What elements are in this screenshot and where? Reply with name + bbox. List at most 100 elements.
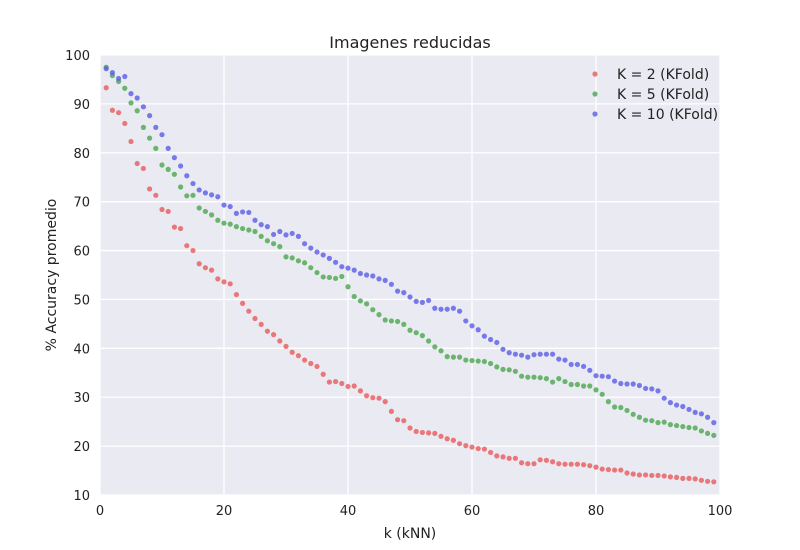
data-point: [184, 173, 190, 179]
data-point: [233, 210, 239, 216]
data-point: [376, 395, 382, 401]
data-point: [240, 209, 246, 215]
data-point: [463, 443, 469, 449]
data-point: [562, 378, 568, 385]
data-point: [537, 375, 543, 381]
data-point: [134, 160, 140, 167]
data-point: [469, 444, 475, 450]
data-point: [550, 379, 556, 385]
data-point: [264, 224, 270, 230]
data-point: [494, 364, 500, 370]
x-tick-label: 20: [216, 504, 233, 519]
data-point: [258, 321, 264, 327]
data-point: [574, 361, 581, 368]
data-point: [494, 339, 500, 346]
data-point: [302, 241, 308, 247]
data-point: [357, 298, 363, 304]
data-point: [252, 217, 258, 223]
data-point: [593, 387, 599, 393]
data-point: [357, 388, 363, 394]
data-point: [221, 279, 227, 285]
y-tick-label: 60: [73, 245, 90, 260]
data-point: [233, 224, 239, 230]
data-point: [159, 162, 165, 168]
data-point: [326, 379, 332, 385]
data-point: [171, 155, 177, 161]
data-point: [221, 220, 227, 226]
data-point: [562, 461, 568, 467]
data-point: [537, 351, 543, 357]
data-point: [587, 463, 593, 469]
data-point: [705, 478, 711, 484]
data-point: [165, 208, 171, 215]
data-point: [543, 351, 550, 357]
data-point: [624, 470, 630, 476]
data-point: [184, 243, 190, 249]
data-point: [413, 428, 419, 435]
legend-marker: [592, 91, 598, 97]
data-point: [128, 100, 134, 106]
data-point: [401, 418, 407, 424]
data-point: [450, 354, 456, 360]
data-point: [395, 288, 401, 294]
data-point: [295, 233, 301, 239]
data-point: [525, 461, 531, 467]
data-point: [258, 222, 264, 228]
data-point: [171, 171, 177, 177]
data-point: [581, 462, 587, 468]
data-point: [264, 328, 270, 334]
data-point: [382, 317, 388, 323]
data-point: [432, 344, 438, 350]
data-point: [233, 291, 239, 298]
x-axis-label: k (kNN): [384, 526, 437, 542]
data-point: [581, 363, 587, 370]
data-point: [630, 411, 636, 417]
data-point: [289, 255, 295, 261]
data-point: [481, 358, 487, 365]
data-point: [388, 408, 394, 414]
y-axis-label: % Accuracy promedio: [44, 199, 60, 352]
data-point: [171, 224, 177, 230]
data-point: [674, 474, 680, 480]
data-point: [314, 363, 320, 370]
data-point: [190, 192, 196, 198]
data-point: [500, 454, 506, 460]
legend: K = 2 (KFold) K = 5 (KFold) K = 10 (KFold): [592, 67, 718, 123]
data-point: [568, 461, 574, 467]
data-point: [531, 374, 537, 380]
data-point: [376, 276, 382, 282]
data-point: [153, 192, 159, 198]
data-point: [240, 225, 246, 232]
data-point: [605, 466, 612, 473]
data-point: [543, 376, 550, 382]
data-point: [525, 354, 531, 360]
data-point: [692, 409, 698, 415]
data-point: [686, 406, 692, 413]
data-point: [209, 212, 215, 218]
data-point: [469, 357, 475, 364]
data-point: [339, 273, 345, 280]
data-point: [531, 461, 537, 467]
data-point: [302, 357, 308, 363]
data-point: [568, 381, 574, 388]
legend-label: K = 10 (KFold): [617, 107, 718, 123]
data-point: [351, 383, 357, 389]
data-point: [692, 476, 698, 482]
data-point: [413, 330, 419, 336]
data-point: [574, 461, 581, 467]
x-tick-label: 60: [464, 504, 481, 519]
data-point: [698, 411, 705, 417]
data-point: [519, 352, 525, 358]
data-point: [140, 104, 146, 110]
data-point: [426, 297, 432, 304]
data-point: [711, 479, 717, 485]
data-point: [512, 351, 519, 357]
data-point: [333, 275, 339, 282]
data-point: [122, 73, 128, 80]
data-point: [630, 381, 636, 387]
data-point: [320, 274, 326, 280]
data-point: [252, 228, 258, 235]
data-point: [326, 255, 332, 261]
data-point: [500, 346, 506, 352]
y-tick-label: 10: [73, 489, 90, 504]
